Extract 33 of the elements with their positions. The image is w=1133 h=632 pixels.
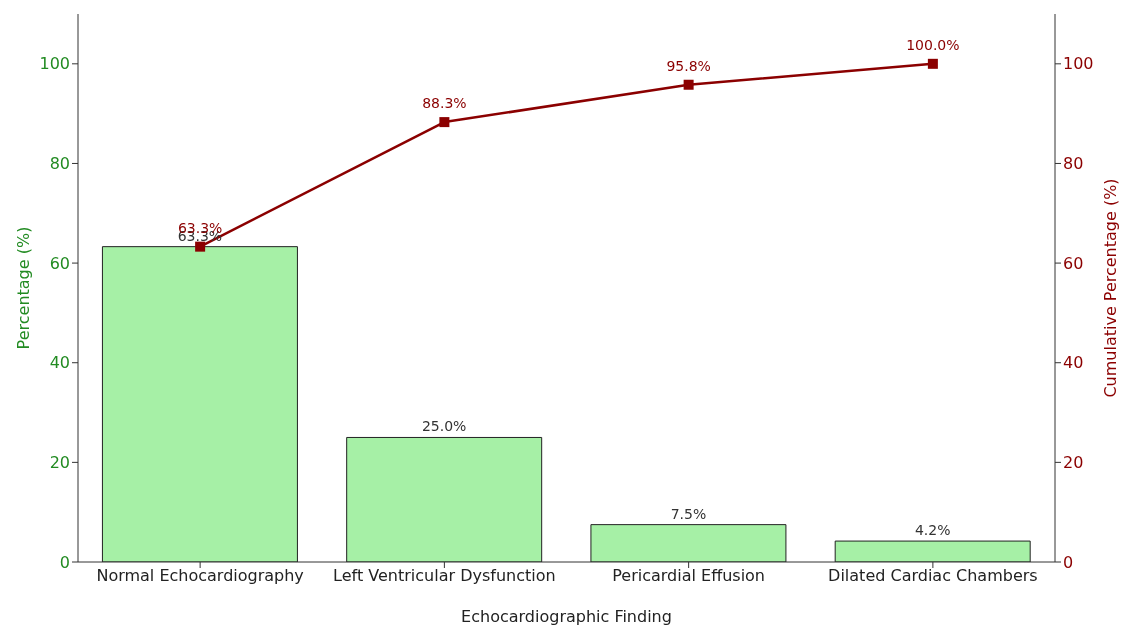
data-label: 88.3% [422, 95, 467, 112]
y2-tick-label: 80 [1063, 154, 1084, 174]
x-tick-label: Normal Echocardiography [96, 566, 304, 586]
bar [590, 524, 787, 562]
x-tick-label: Dilated Cardiac Chambers [828, 566, 1038, 586]
bar [101, 246, 298, 562]
point [439, 117, 450, 128]
y-tick-label: 20 [49, 453, 70, 473]
point [195, 241, 206, 252]
data-label: 95.8% [666, 57, 711, 74]
data-label: 100.0% [906, 36, 960, 53]
y2-tick-label: 0 [1063, 552, 1074, 572]
y2-axis-title: Cumulative Percentage (%) [1100, 178, 1120, 398]
data-label: 4.2% [914, 522, 951, 539]
y-tick-label: 60 [49, 253, 70, 273]
x-tick-label: Pericardial Effusion [612, 566, 766, 586]
data-label: 7.5% [670, 505, 707, 522]
y-tick-label: 40 [49, 353, 70, 373]
x-tick-label: Left Ventricular Dysfunction [333, 566, 556, 586]
bar [346, 436, 543, 562]
data-label: 25.0% [421, 418, 467, 435]
y-tick-label: 80 [49, 154, 70, 174]
point [683, 79, 694, 90]
y2-tick-label: 20 [1063, 453, 1084, 473]
y2-tick-label: 100 [1063, 54, 1094, 74]
point [927, 58, 938, 69]
x-axis-title: Echocardiographic Finding [461, 607, 672, 626]
y-axis-title: Percentage (%) [13, 226, 33, 350]
bar [834, 540, 1031, 562]
y-tick-label: 100 [39, 54, 70, 74]
y-tick-label: 0 [59, 552, 70, 572]
y2-tick-label: 60 [1063, 253, 1084, 273]
y2-tick-label: 40 [1063, 353, 1084, 373]
